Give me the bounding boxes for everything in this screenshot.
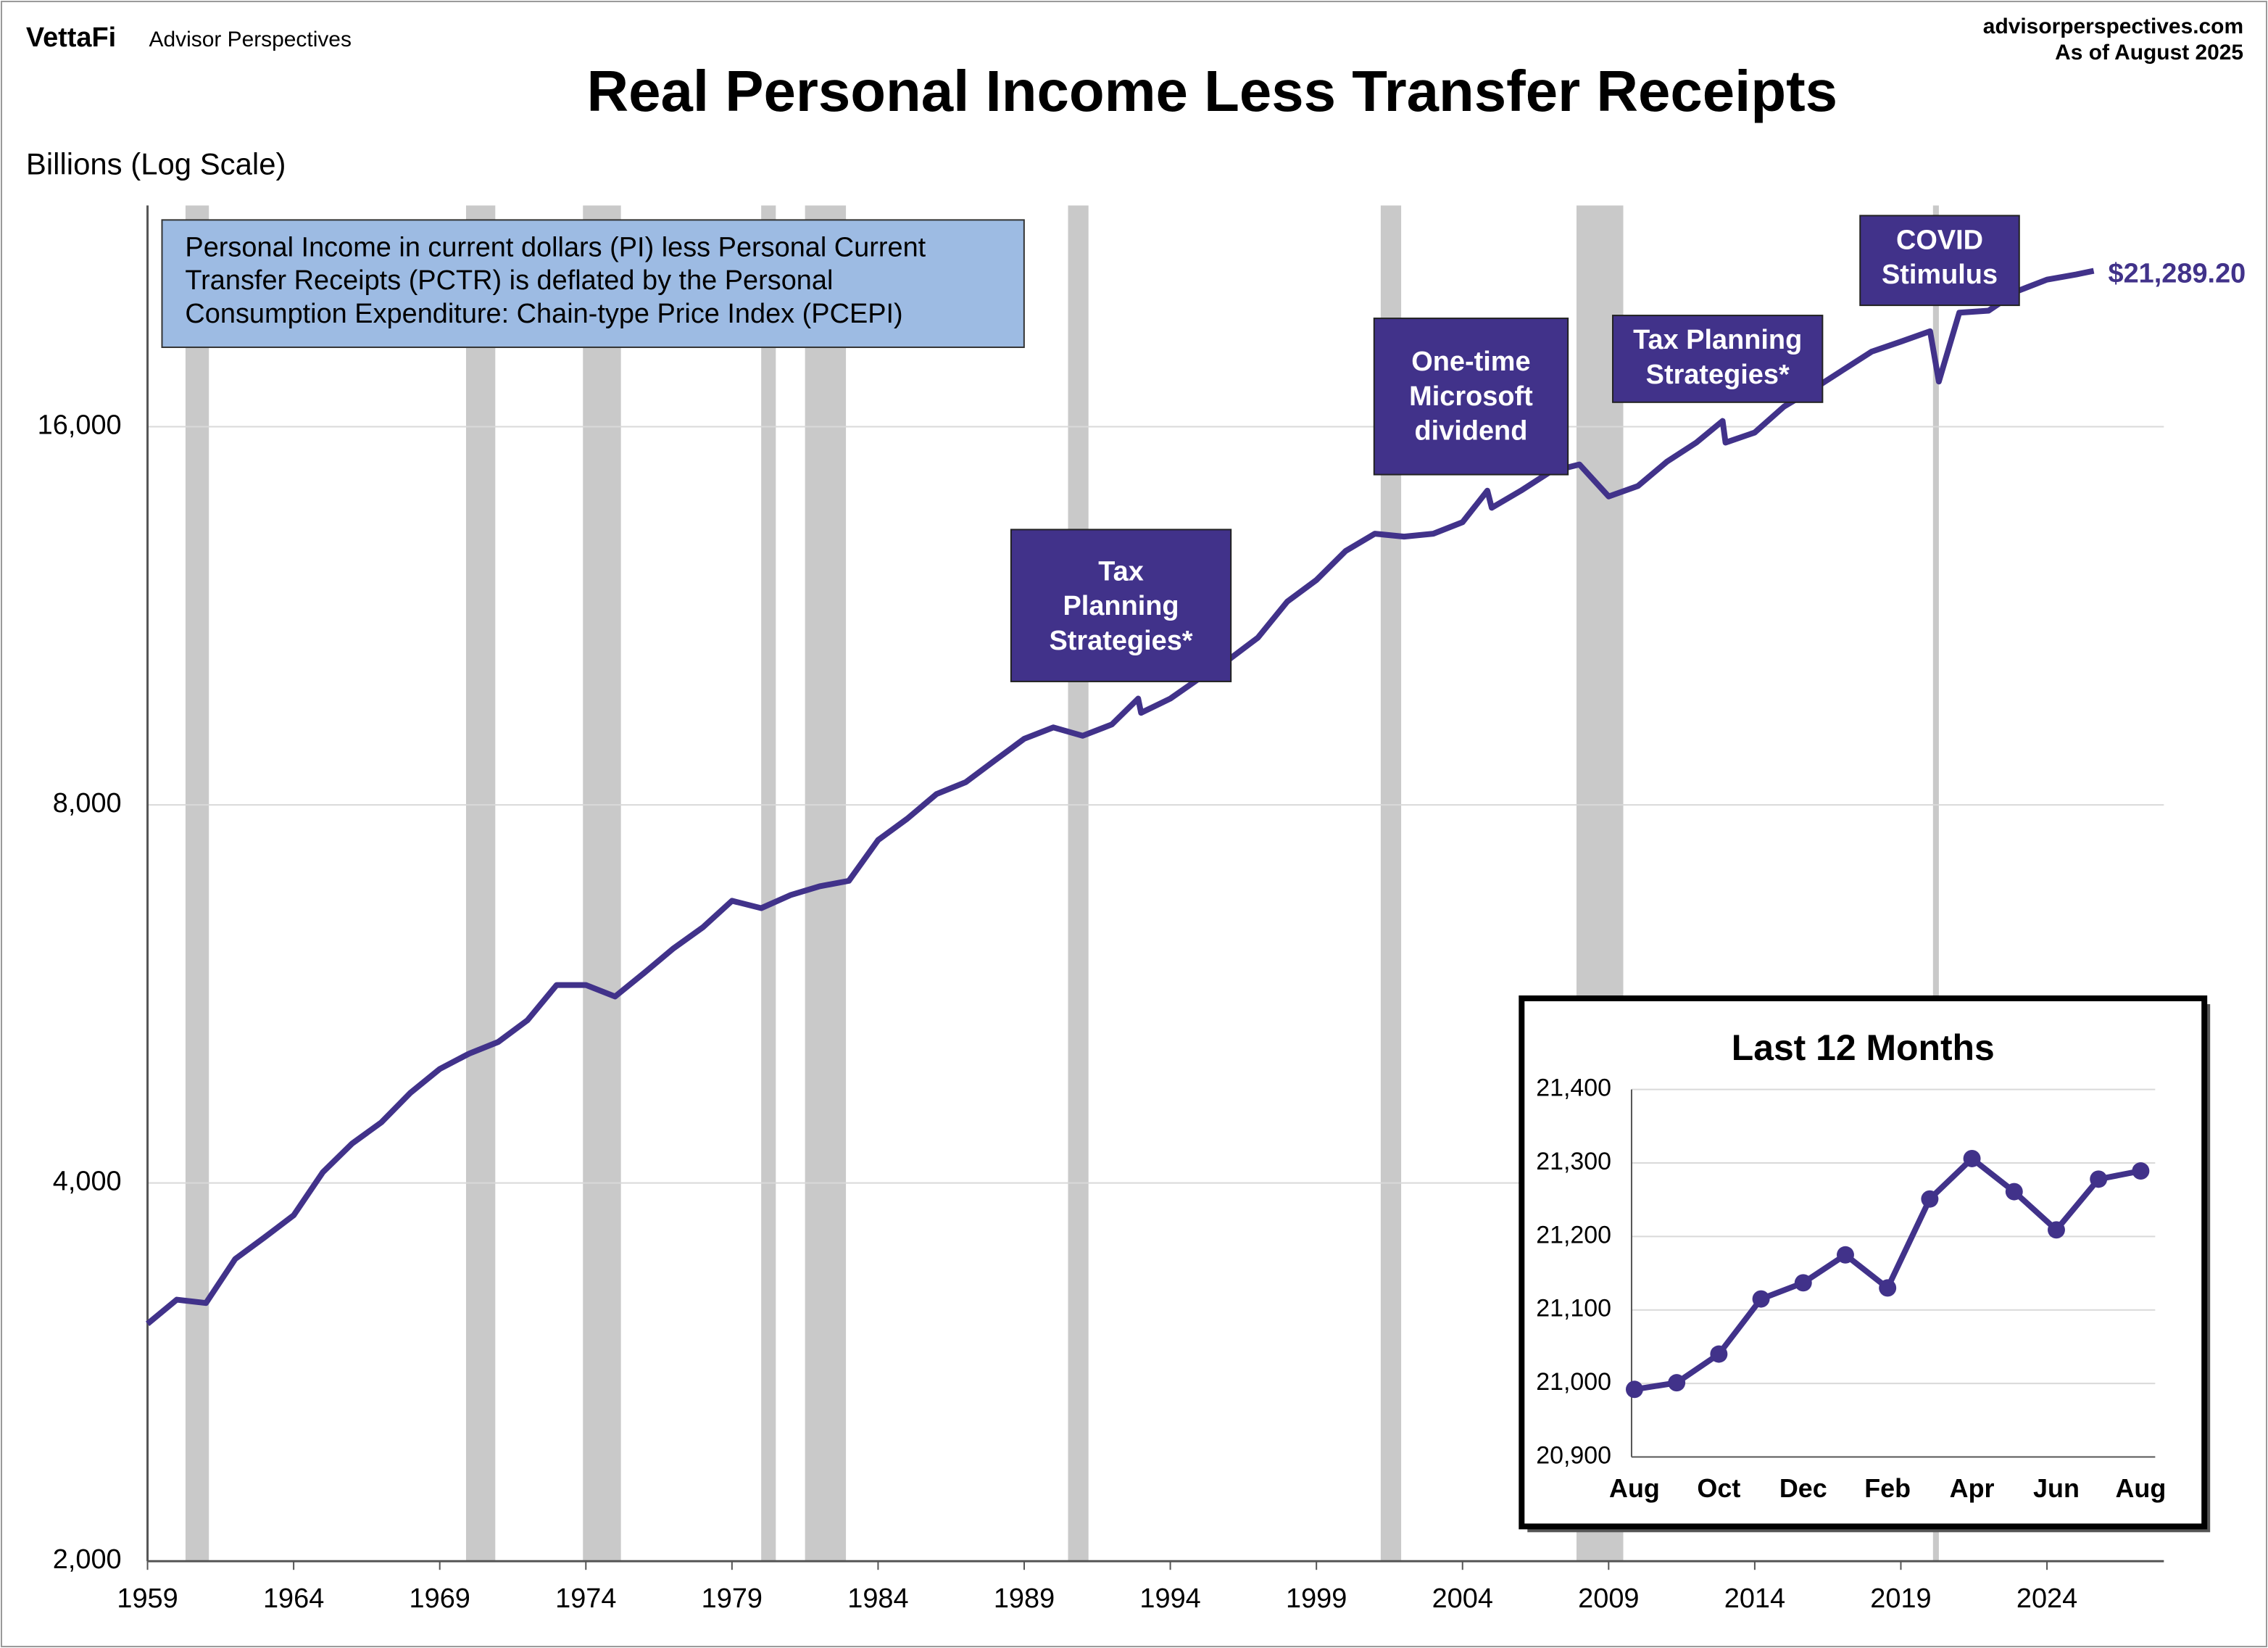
x-tick-label: Aug xyxy=(1609,1473,1660,1503)
annotation-text: Microsoft xyxy=(1409,381,1533,412)
recession-band xyxy=(185,205,209,1562)
data-point xyxy=(1625,1380,1643,1399)
x-tick-label: Jun xyxy=(2033,1473,2080,1503)
annotation-box xyxy=(1010,529,1232,682)
x-tick-label: 1984 xyxy=(847,1583,908,1614)
data-point xyxy=(1794,1274,1812,1292)
data-point xyxy=(1879,1279,1897,1297)
annotation-box xyxy=(1859,215,2020,307)
x-tick-label: 2019 xyxy=(1870,1583,1931,1614)
brand: VettaFi xyxy=(26,22,116,53)
x-tick-label: 1979 xyxy=(702,1583,763,1614)
as-of: As of August 2025 xyxy=(2055,41,2243,65)
recession-band xyxy=(761,205,776,1562)
data-point xyxy=(2090,1170,2108,1188)
note-box xyxy=(161,219,1025,348)
y-tick-label: 21,400 xyxy=(1536,1074,1611,1102)
x-tick-label: Oct xyxy=(1697,1473,1740,1503)
annotation-text: COVID xyxy=(1896,225,1983,255)
inset-box xyxy=(1519,995,2208,1530)
x-tick-label: 1969 xyxy=(410,1583,470,1614)
recession-band xyxy=(1068,205,1089,1562)
x-tick-label: 1989 xyxy=(994,1583,1055,1614)
value-label: $21,289.20 xyxy=(2109,259,2246,289)
data-point xyxy=(1921,1190,1939,1208)
x-tick-label: 1994 xyxy=(1139,1583,1200,1614)
chart-title: Real Personal Income Less Transfer Recei… xyxy=(586,59,1837,123)
y-tick-label: 8,000 xyxy=(53,788,122,819)
annotation-text: Tax Planning xyxy=(1633,325,1802,355)
x-tick-label: Aug xyxy=(2115,1473,2166,1503)
x-tick-label: 2024 xyxy=(2016,1583,2077,1614)
x-tick-label: 1999 xyxy=(1286,1583,1347,1614)
note-text: Consumption Expenditure: Chain-type Pric… xyxy=(185,299,902,329)
x-tick-label: Dec xyxy=(1779,1473,1827,1503)
data-point xyxy=(2132,1162,2150,1180)
y-axis-label: Billions (Log Scale) xyxy=(26,147,286,181)
recession-band xyxy=(465,205,496,1562)
annotation-text: dividend xyxy=(1415,416,1528,447)
annotation-text: Planning xyxy=(1063,591,1179,621)
data-point xyxy=(1710,1345,1728,1363)
data-point xyxy=(1963,1149,1981,1167)
x-tick-label: 1964 xyxy=(263,1583,324,1614)
site: advisorperspectives.com xyxy=(1983,15,2243,38)
data-point xyxy=(1668,1374,1686,1392)
data-point xyxy=(2048,1221,2065,1239)
y-tick-label: 21,200 xyxy=(1536,1221,1611,1249)
data-point xyxy=(2005,1183,2023,1201)
x-tick-label: 2009 xyxy=(1578,1583,1639,1614)
annotation-text: Tax xyxy=(1098,556,1144,587)
y-tick-label: 20,900 xyxy=(1536,1442,1611,1470)
x-tick-label: Feb xyxy=(1864,1473,1911,1503)
annotation-text: Strategies* xyxy=(1050,626,1193,656)
x-tick-label: 2014 xyxy=(1724,1583,1785,1614)
x-tick-label: 1959 xyxy=(117,1583,178,1614)
annotation-box xyxy=(1373,318,1569,476)
annotation-text: Strategies* xyxy=(1646,360,1790,390)
data-point xyxy=(1752,1290,1770,1308)
y-tick-label: 21,100 xyxy=(1536,1295,1611,1322)
data-point xyxy=(1836,1246,1854,1264)
recession-band xyxy=(1932,205,1939,1562)
y-tick-label: 21,300 xyxy=(1536,1148,1611,1175)
annotation-box xyxy=(1612,315,1824,403)
y-tick-label: 4,000 xyxy=(53,1167,122,1197)
inset: Last 12 Months 20,900 21,000 21,100 21,200 2… xyxy=(1519,995,2211,1533)
inset-title: Last 12 Months xyxy=(1732,1027,1995,1068)
y-tick-label: 2,000 xyxy=(53,1544,122,1575)
data-line xyxy=(146,268,2095,1326)
x-tick-label: Apr xyxy=(1950,1473,1995,1503)
annotation-text: One-time xyxy=(1411,347,1530,377)
annotation-text: Stimulus xyxy=(1882,260,1998,290)
x-tick-label: 1974 xyxy=(555,1583,616,1614)
y-tick-label: 16,000 xyxy=(38,410,122,441)
y-tick-label: 21,000 xyxy=(1536,1368,1611,1396)
recession-band xyxy=(583,205,621,1562)
brand-sub: Advisor Perspectives xyxy=(149,28,352,51)
note-text: Transfer Receipts (PCTR) is deflated by … xyxy=(185,265,833,296)
x-tick-label: 2004 xyxy=(1432,1583,1493,1614)
main-plot: 2,000 4,000 8,000 16,000 1959 1964 1969 1974 197… xyxy=(38,205,2246,1614)
note-text: Personal Income in current dollars (PI) … xyxy=(185,232,926,262)
